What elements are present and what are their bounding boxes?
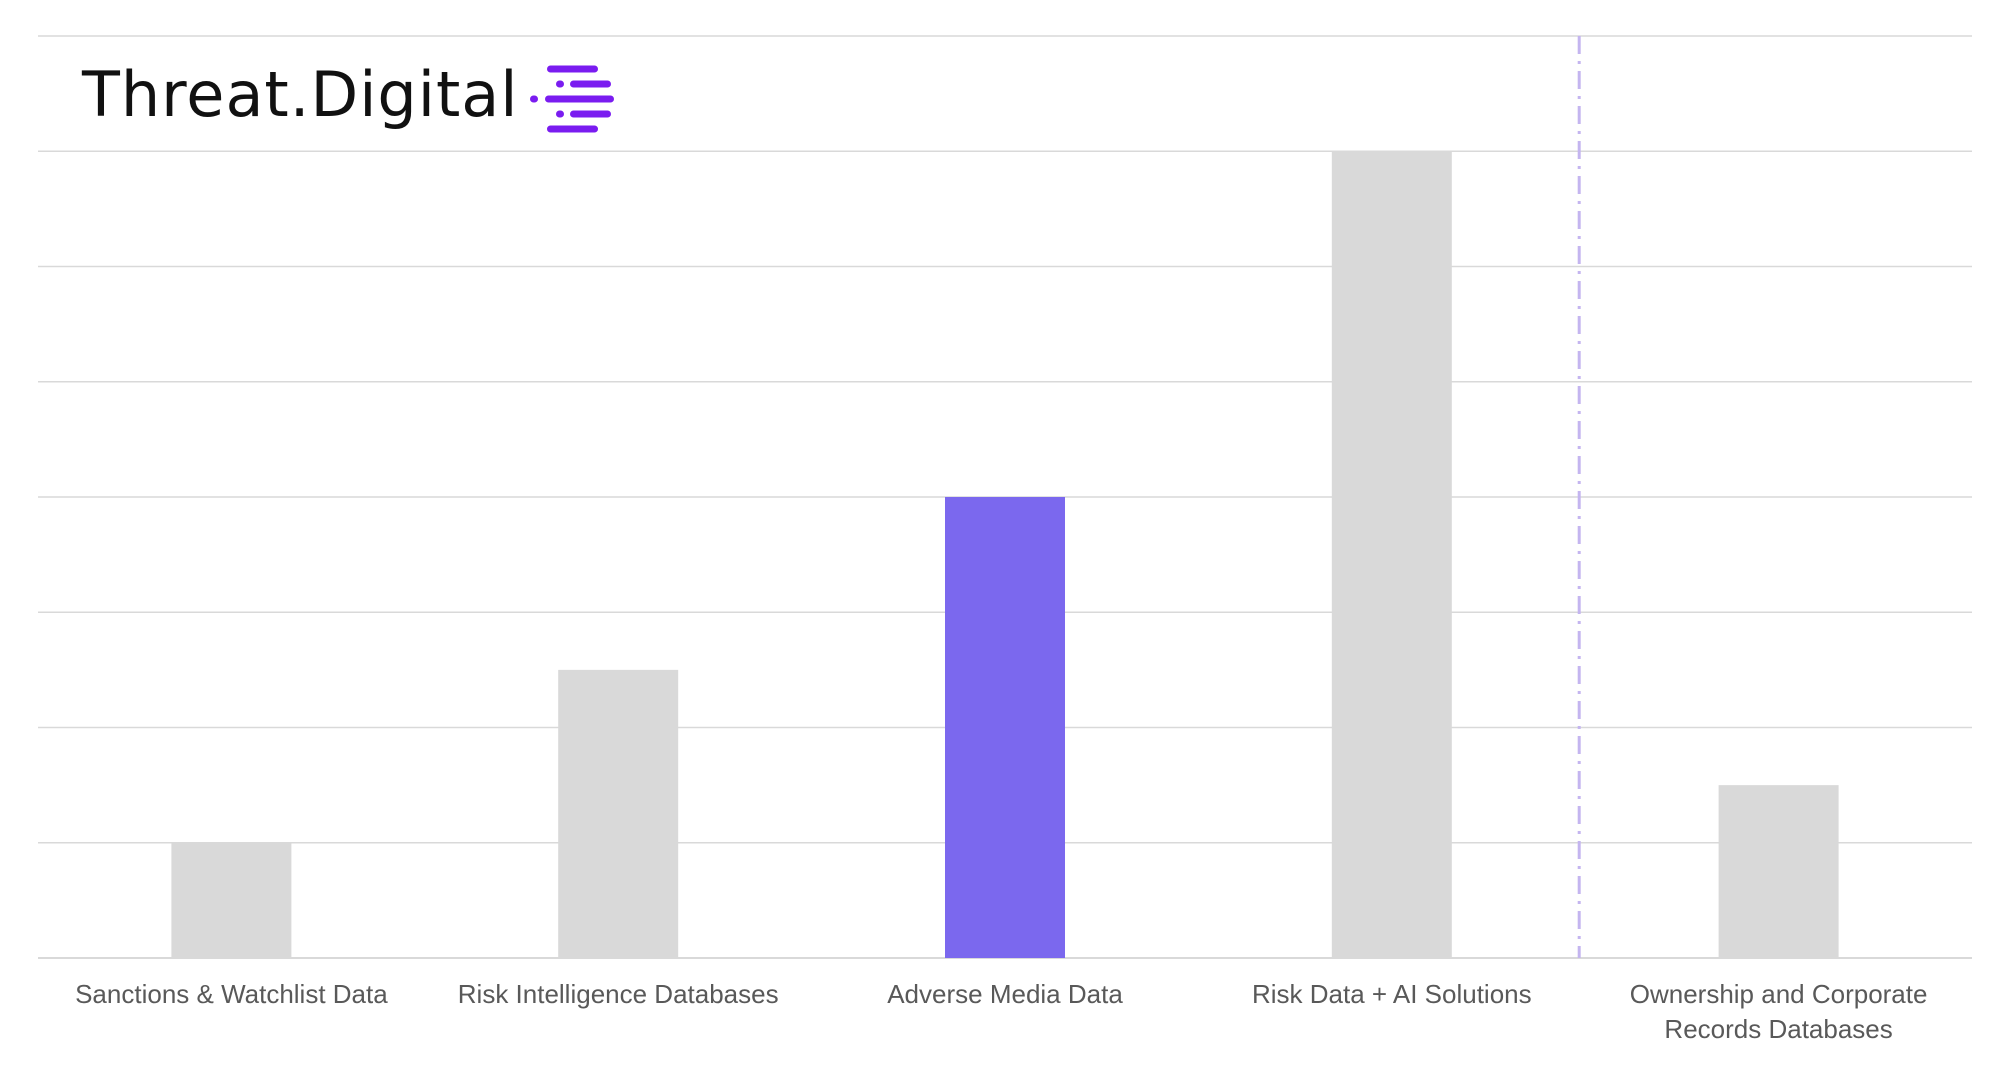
bar	[171, 842, 292, 958]
x-tick-label: Ownership and Corporate Records Databases	[1630, 979, 1928, 1044]
x-axis-tick-labels: Sanctions & Watchlist Data Risk Intellige…	[75, 979, 1927, 1044]
x-tick-label: Risk Data + AI Solutions	[1252, 979, 1532, 1009]
bar	[558, 669, 679, 958]
x-tick-label: Adverse Media Data	[887, 979, 1123, 1009]
logo: Threat.Digital	[81, 58, 614, 133]
bars	[171, 151, 1839, 958]
bar	[1718, 785, 1839, 958]
bar	[1331, 151, 1452, 958]
bar-highlighted	[945, 497, 1065, 958]
x-tick-label: Sanctions & Watchlist Data	[75, 979, 388, 1009]
logo-text: Threat.Digital	[81, 58, 519, 131]
stacked-dashes-logo-icon	[530, 65, 614, 133]
x-tick-label: Risk Intelligence Databases	[458, 979, 779, 1009]
